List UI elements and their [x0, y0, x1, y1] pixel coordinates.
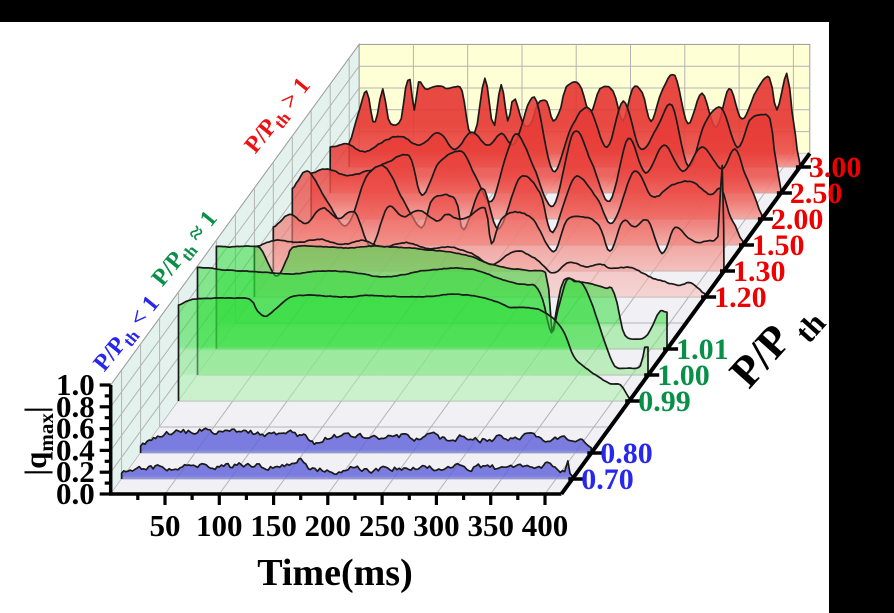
svg-text:350: 350 [467, 508, 514, 543]
svg-text:400: 400 [522, 508, 569, 543]
svg-text:0.4: 0.4 [56, 432, 95, 467]
svg-text:50: 50 [150, 508, 181, 543]
svg-text:0.0: 0.0 [56, 476, 95, 511]
svg-text:1.00: 1.00 [657, 359, 710, 392]
svg-text:1.01: 1.01 [676, 333, 729, 366]
svg-text:1.30: 1.30 [733, 255, 786, 288]
svg-text:150: 150 [250, 508, 297, 543]
svg-text:200: 200 [305, 508, 352, 543]
svg-text:0.8: 0.8 [56, 389, 95, 424]
svg-text:3.00: 3.00 [809, 151, 862, 184]
svg-text:1.0: 1.0 [56, 367, 95, 402]
svg-text:100: 100 [196, 508, 243, 543]
svg-text:0.70: 0.70 [581, 463, 634, 496]
svg-text:Time(ms): Time(ms) [257, 552, 413, 594]
svg-text:0.80: 0.80 [600, 437, 653, 470]
svg-text:1.20: 1.20 [714, 281, 767, 314]
svg-text:2.50: 2.50 [790, 177, 843, 210]
svg-text:0.6: 0.6 [56, 411, 95, 446]
svg-text:0.99: 0.99 [638, 385, 691, 418]
svg-text:250: 250 [359, 508, 406, 543]
svg-text:300: 300 [413, 508, 460, 543]
svg-text:0.2: 0.2 [56, 454, 95, 489]
svg-text:2.00: 2.00 [771, 203, 824, 236]
svg-text:1.50: 1.50 [752, 229, 805, 262]
